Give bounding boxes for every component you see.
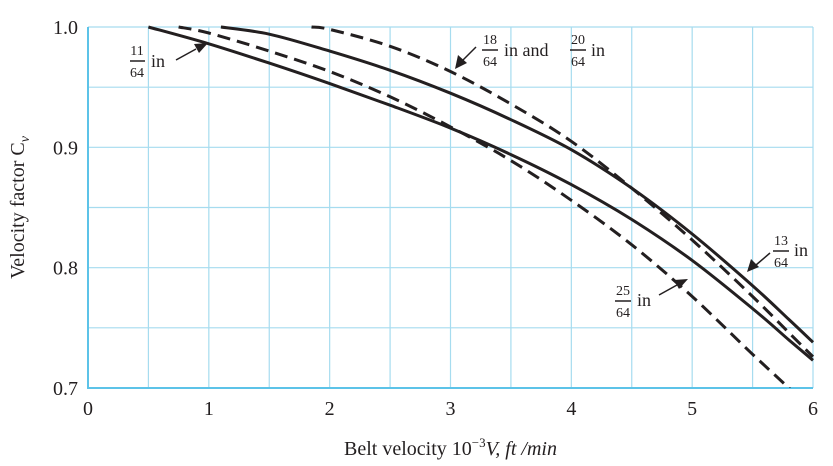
annotation-25-64-in: 25 64 in (615, 279, 688, 321)
series-line-s25 (178, 25, 791, 388)
annotation-leader (461, 46, 477, 62)
axes (87, 27, 813, 389)
annotation-13-64-in: 13 64 in (747, 234, 808, 272)
arrowhead-icon (455, 55, 467, 69)
x-tick-label: 4 (566, 398, 576, 420)
annotation-denominator: 64 (130, 66, 144, 81)
annotation-unit: in (591, 40, 605, 60)
annotation-mid-text: in and (504, 40, 549, 60)
y-axis-title: Velocity factor Cv (7, 135, 33, 279)
series-line-s11 (147, 25, 814, 362)
x-tick-label: 3 (446, 398, 456, 420)
annotation-18-64-and-20-64-in: 18 64 in and 20 64 in (455, 33, 605, 70)
x-tick-label: 6 (808, 398, 818, 420)
series-line-s18 (311, 25, 815, 358)
annotation-leader (755, 252, 771, 266)
annotation-numerator: 18 (483, 33, 497, 48)
y-tick-label: 0.7 (53, 378, 78, 400)
annotation-11-64-in: 11 64 in (130, 43, 208, 81)
annotation-unit: in (637, 290, 651, 310)
y-tick-label: 1.0 (53, 17, 78, 39)
x-tick-label: 2 (325, 398, 335, 420)
x-axis-title: Belt velocity 10−3V, ft /min (344, 435, 557, 460)
arrowhead-icon (747, 259, 759, 272)
annotation-leader (658, 284, 678, 296)
series-group (147, 25, 815, 388)
annotation-numerator-2: 20 (571, 33, 585, 48)
tick-labels: 0 1 2 3 4 5 6 0.7 0.8 0.9 1.0 (53, 17, 818, 420)
arrowhead-icon (194, 43, 208, 53)
annotation-unit: in (794, 240, 808, 260)
annotation-denominator: 64 (483, 55, 497, 70)
annotation-denominator-2: 64 (571, 55, 585, 70)
annotation-denominator: 64 (774, 256, 788, 271)
y-tick-label: 0.9 (53, 137, 78, 159)
annotation-denominator: 64 (616, 306, 630, 321)
annotation-numerator: 11 (130, 44, 143, 59)
x-tick-label: 5 (687, 398, 697, 420)
annotation-unit: in (151, 51, 165, 71)
annotation-numerator: 13 (774, 234, 788, 249)
annotation-numerator: 25 (616, 284, 630, 299)
grid (88, 26, 814, 388)
x-tick-label: 1 (204, 398, 214, 420)
y-tick-label: 0.8 (53, 258, 78, 280)
annotation-leader (175, 48, 197, 61)
x-tick-label: 0 (83, 398, 93, 420)
series-line-s13 (220, 25, 815, 344)
arrowhead-icon (674, 279, 688, 289)
